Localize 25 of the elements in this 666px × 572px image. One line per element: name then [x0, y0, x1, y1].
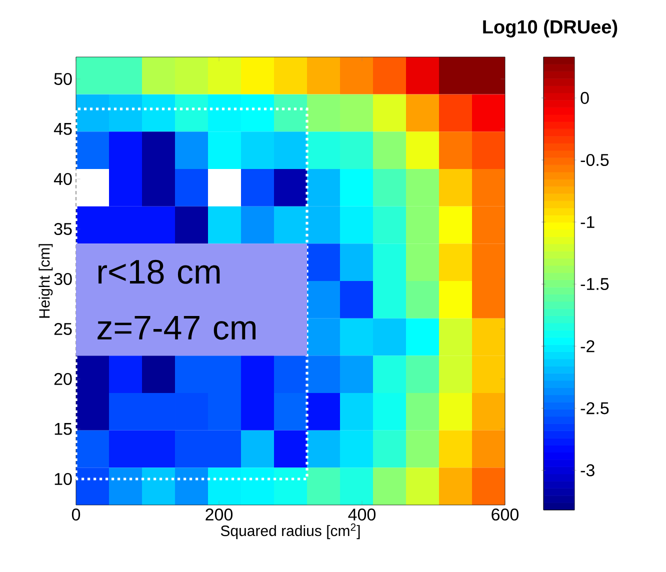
- color-bar-label: -2: [580, 340, 594, 352]
- x-tick-label: 0: [72, 508, 80, 521]
- x-tick-label: 600: [492, 508, 519, 521]
- annotation: z=7-47 cm: [98, 316, 256, 340]
- y-tick-label: 15: [54, 423, 72, 435]
- annotation: r<18 cm: [98, 260, 220, 284]
- y-tick-label: 45: [54, 123, 72, 135]
- y-tick-label: 50: [54, 72, 72, 86]
- y-tick-label: 30: [54, 272, 72, 286]
- y-tick-label: 35: [54, 222, 72, 236]
- y-tick-label: 25: [54, 322, 72, 336]
- color-bar-label: -3: [580, 464, 594, 476]
- y-tick-label: 40: [54, 172, 72, 186]
- y-axis-title: Height [cm]: [38, 244, 53, 318]
- color-bar-label: -2.5: [580, 402, 609, 414]
- color-bar-label: -1.5: [580, 278, 609, 290]
- x-tick-label: 200: [206, 508, 233, 521]
- color-bar-label: -0.5: [580, 154, 609, 166]
- color-bar-label: 0: [580, 92, 589, 104]
- color-bar-label: -1: [580, 216, 594, 228]
- color-bar-title: Log10 (DRUee): [483, 20, 618, 38]
- x-axis-title: Squared radius [cm$^{2}$]: [220, 523, 360, 540]
- x-tick-label: 400: [348, 508, 376, 521]
- y-tick-label: 20: [54, 372, 72, 386]
- y-tick-label: 10: [54, 472, 72, 486]
